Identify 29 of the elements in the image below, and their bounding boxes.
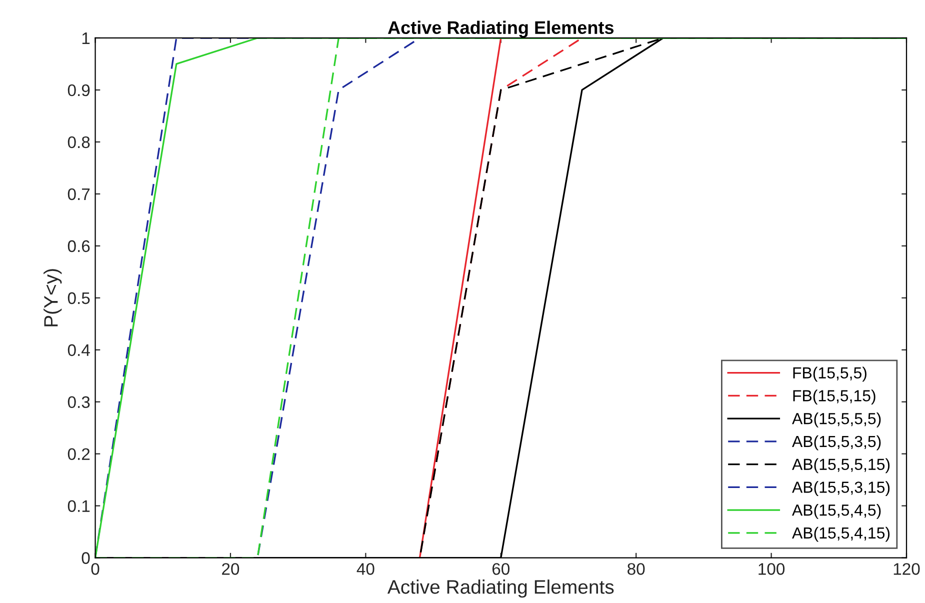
y-tick-label: 0.4 — [68, 344, 90, 356]
x-tick-label: 80 — [628, 563, 645, 575]
x-tick-label: 120 — [894, 563, 920, 575]
x-tick-label: 100 — [758, 563, 785, 575]
y-tick-label: 0.3 — [68, 396, 90, 408]
legend-label: AB(15,5,3,15) — [792, 481, 890, 496]
y-tick-label: 0.2 — [68, 448, 90, 460]
x-tick-label: 40 — [356, 563, 374, 575]
legend-label: AB(15,5,5,15) — [792, 458, 890, 474]
legend-label: FB(15,5,5) — [793, 366, 866, 382]
y-tick-label: 0 — [82, 552, 90, 564]
legend-label: AB(15,5,4,15) — [792, 526, 890, 542]
legend-label: AB(15,5,4,5) — [792, 504, 881, 519]
y-tick-label: 0.6 — [68, 240, 90, 252]
y-tick-label: 0.8 — [68, 136, 90, 148]
x-tick-label: 60 — [492, 563, 510, 575]
legend-label: AB(15,5,5,5) — [792, 412, 881, 428]
y-tick-label: 0.1 — [68, 500, 90, 512]
legend-label: AB(15,5,3,5) — [792, 435, 881, 450]
y-axis-title: P(Y<y) — [44, 269, 62, 326]
y-tick-label: 0.5 — [68, 292, 90, 304]
x-axis-title: Active Radiating Elements — [387, 580, 614, 598]
y-tick-label: 1 — [82, 32, 90, 44]
y-tick-label: 0.9 — [68, 84, 90, 96]
x-tick-label: 20 — [222, 563, 240, 575]
y-tick-label: 0.7 — [68, 188, 90, 200]
legend-label: FB(15,5,15) — [793, 390, 876, 405]
chart-title: Active Radiating Elements — [388, 20, 614, 38]
x-tick-label: 0 — [91, 563, 100, 575]
